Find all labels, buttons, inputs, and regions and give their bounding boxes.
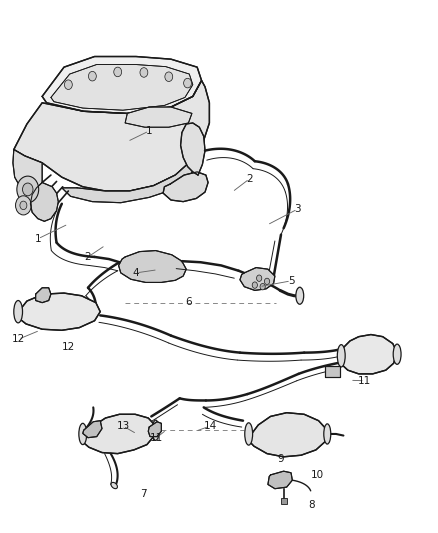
Polygon shape: [30, 182, 58, 221]
Circle shape: [140, 68, 148, 77]
Ellipse shape: [296, 287, 304, 304]
Text: 2: 2: [246, 174, 253, 184]
Text: 14: 14: [204, 421, 217, 431]
Polygon shape: [35, 288, 51, 303]
Text: 2: 2: [85, 252, 92, 262]
Polygon shape: [62, 160, 195, 203]
Ellipse shape: [152, 420, 159, 440]
Polygon shape: [14, 80, 209, 191]
Circle shape: [64, 80, 72, 90]
Circle shape: [22, 183, 33, 196]
Text: 11: 11: [150, 433, 163, 443]
Polygon shape: [247, 413, 327, 457]
Text: 8: 8: [309, 499, 315, 510]
Text: 7: 7: [141, 489, 147, 499]
Text: 3: 3: [294, 204, 301, 214]
Ellipse shape: [245, 423, 253, 445]
Polygon shape: [268, 471, 292, 489]
Circle shape: [184, 78, 191, 88]
Text: 6: 6: [185, 297, 192, 307]
Ellipse shape: [393, 344, 401, 365]
Polygon shape: [51, 64, 193, 110]
Ellipse shape: [14, 301, 22, 323]
Text: 1: 1: [35, 234, 41, 244]
Text: 12: 12: [62, 342, 75, 352]
Text: 10: 10: [311, 470, 324, 480]
Ellipse shape: [324, 424, 331, 444]
Text: 13: 13: [117, 421, 130, 431]
Text: 1: 1: [146, 126, 152, 136]
Circle shape: [17, 176, 39, 203]
Circle shape: [165, 72, 173, 82]
Ellipse shape: [337, 345, 345, 367]
Polygon shape: [325, 367, 340, 377]
Polygon shape: [125, 107, 192, 127]
Polygon shape: [163, 172, 208, 201]
Polygon shape: [240, 268, 275, 290]
Text: 12: 12: [11, 334, 25, 344]
Polygon shape: [81, 414, 155, 454]
Circle shape: [252, 282, 258, 288]
Polygon shape: [119, 251, 186, 282]
Text: 11: 11: [358, 376, 371, 386]
Circle shape: [114, 67, 122, 77]
Text: 4: 4: [133, 268, 139, 278]
Circle shape: [260, 284, 265, 290]
Circle shape: [88, 71, 96, 81]
Circle shape: [265, 278, 270, 285]
Polygon shape: [42, 56, 201, 114]
Circle shape: [257, 275, 262, 281]
Circle shape: [15, 196, 31, 215]
Polygon shape: [180, 123, 205, 175]
Polygon shape: [148, 422, 161, 437]
Text: 9: 9: [277, 454, 284, 464]
Polygon shape: [13, 150, 42, 204]
Polygon shape: [339, 335, 397, 374]
Text: 5: 5: [288, 276, 294, 286]
Circle shape: [20, 201, 27, 209]
Polygon shape: [17, 293, 100, 330]
Polygon shape: [83, 421, 102, 438]
Ellipse shape: [111, 482, 117, 489]
Ellipse shape: [79, 423, 87, 445]
